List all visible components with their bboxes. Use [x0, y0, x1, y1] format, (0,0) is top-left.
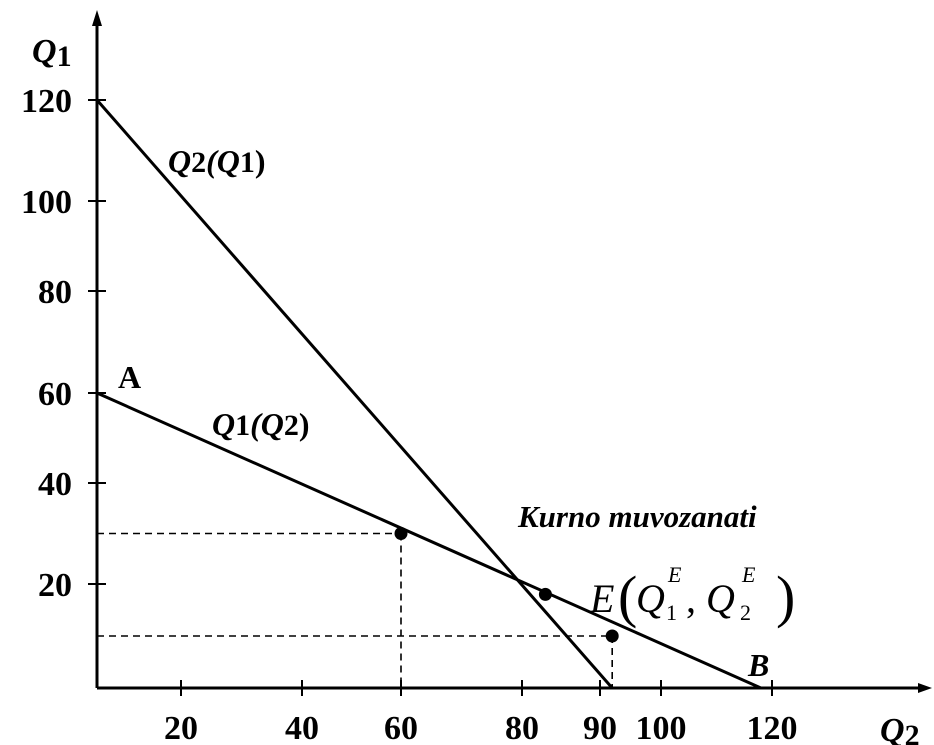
point-label-b: B: [747, 647, 769, 683]
equilibrium-formula: E ( Q E 1 , Q E 2 ): [589, 562, 795, 629]
y-axis-arrow: [92, 10, 102, 26]
eq-open-paren: (: [618, 564, 637, 629]
x-tick-label: 40: [285, 710, 319, 745]
eq-sup2: E: [741, 562, 756, 587]
eq-q1: Q: [636, 576, 665, 621]
y-tick-label: 80: [38, 274, 72, 311]
x-tick-label: 20: [164, 710, 198, 745]
eq-sup1: E: [667, 562, 682, 587]
eq-close-paren: ): [776, 564, 795, 629]
y-tick-label: 40: [38, 466, 72, 503]
reference-lines: [97, 532, 614, 688]
x-tick-label: 100: [636, 710, 687, 745]
highlighted-points: [394, 527, 619, 643]
series-label-q2-of-q1: Q2(Q1): [168, 143, 266, 179]
x-axis-arrow: [918, 683, 932, 693]
y-tick-label: 60: [38, 376, 72, 413]
data-point: [394, 527, 408, 540]
x-tick-label: 90: [583, 710, 617, 745]
series-label-q1-of-q2: Q1(Q2): [212, 406, 310, 442]
axes: [92, 10, 932, 693]
y-tick-label: 100: [21, 184, 72, 221]
point-label-a: A: [118, 359, 141, 395]
eq-sub1: 1: [666, 600, 677, 625]
x-tick-label: 80: [505, 710, 539, 745]
y-tick-label: 120: [21, 83, 72, 120]
y-axis-title: Q1: [32, 33, 72, 73]
series-lines: [95, 99, 762, 690]
eq-q2: Q: [706, 576, 735, 621]
equilibrium-annotation: Kurno muvozanati: [517, 499, 757, 534]
x-axis-title: Q2: [880, 712, 920, 745]
ticks: 20 40 60 80 90 100 120 20 40 60 80 100 120: [21, 83, 798, 745]
eq-sub2: 2: [740, 600, 751, 625]
y-tick-label: 20: [38, 567, 72, 604]
series-line: [96, 391, 762, 690]
x-tick-label: 60: [384, 710, 418, 745]
x-tick-label: 120: [747, 710, 798, 745]
data-point: [605, 629, 619, 643]
eq-letter: E: [589, 576, 614, 621]
data-point: [538, 587, 552, 601]
eq-comma: ,: [686, 576, 696, 621]
series-line: [95, 99, 614, 689]
